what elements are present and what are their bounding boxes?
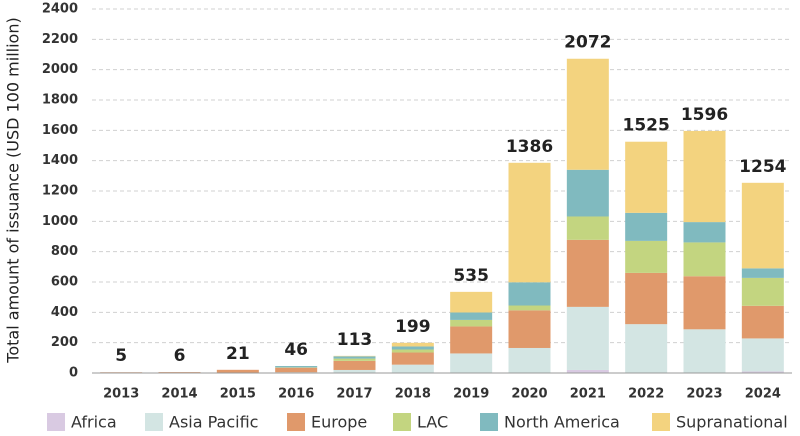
bar-segment — [450, 319, 493, 327]
bar-segment — [508, 282, 551, 306]
bar-segment — [216, 369, 259, 373]
bar-segment — [508, 310, 551, 348]
legend-label: North America — [504, 413, 620, 432]
total-label: 21 — [226, 344, 250, 364]
bar-segment — [275, 367, 318, 373]
legend-swatch — [393, 413, 411, 431]
x-tick-label: 2013 — [103, 387, 139, 402]
y-tick-label: 1800 — [42, 93, 78, 108]
total-label: 1386 — [506, 137, 553, 157]
total-label: 1254 — [739, 157, 786, 177]
bar-segment — [683, 329, 726, 373]
bar-segment — [391, 349, 434, 353]
total-label: 535 — [453, 266, 489, 286]
total-label: 6 — [174, 346, 186, 366]
bar-segment — [566, 369, 609, 373]
total-label: 2072 — [564, 33, 611, 53]
bar-segment — [391, 364, 434, 373]
y-tick-label: 2000 — [42, 62, 78, 77]
legend-swatch — [287, 413, 305, 431]
total-label: 1596 — [681, 105, 728, 125]
total-label: 113 — [337, 330, 373, 350]
x-tick-label: 2021 — [570, 387, 606, 402]
bar-segment — [625, 141, 668, 213]
legend-swatch — [652, 413, 670, 431]
x-tick-label: 2022 — [628, 387, 664, 402]
legend-label: Europe — [311, 413, 367, 432]
bar-segment — [566, 169, 609, 217]
x-tick-label: 2017 — [336, 387, 372, 402]
x-tick-label: 2014 — [161, 387, 197, 402]
legend-label: Asia Pacific — [169, 413, 258, 432]
x-tick-label: 2024 — [745, 387, 781, 402]
bar-segment — [683, 222, 726, 243]
bar-segment — [741, 305, 784, 339]
bar-segment — [625, 324, 668, 373]
bar-segment — [275, 366, 318, 368]
bar-segment — [625, 212, 668, 241]
bar-segment — [333, 360, 376, 370]
bar-segment — [450, 326, 493, 354]
y-tick-label: 2400 — [42, 2, 78, 17]
bar-segment — [566, 58, 609, 170]
legend-label: LAC — [417, 413, 448, 432]
y-tick-label: 800 — [51, 244, 78, 259]
legend-label: Supranational — [676, 413, 788, 432]
bar-segment — [508, 162, 551, 283]
y-tick-label: 0 — [69, 366, 78, 381]
y-tick-label: 1400 — [42, 153, 78, 168]
total-label: 46 — [284, 340, 308, 360]
x-tick-label: 2016 — [278, 387, 314, 402]
y-tick-label: 1000 — [42, 214, 78, 229]
bar-segment — [391, 352, 434, 365]
bar-segment — [508, 347, 551, 373]
bar-segment — [333, 358, 376, 361]
bar-segment — [683, 242, 726, 277]
bar-segment — [683, 130, 726, 223]
bar-segment — [333, 369, 376, 373]
total-label: 5 — [115, 346, 127, 366]
bar-segment — [741, 338, 784, 372]
y-axis-title: Total amount of issuance (USD 100 millio… — [4, 17, 23, 363]
bar-segment — [391, 342, 434, 347]
bar-segment — [741, 277, 784, 306]
bar-segment — [741, 268, 784, 278]
legend-swatch — [480, 413, 498, 431]
bar-segment — [450, 353, 493, 373]
bar-segment — [625, 272, 668, 325]
bar-segment — [566, 306, 609, 370]
bar-segment — [450, 291, 493, 313]
y-tick-label: 200 — [51, 335, 78, 350]
bar-segment — [566, 239, 609, 307]
total-label: 199 — [395, 317, 431, 337]
x-tick-label: 2020 — [511, 387, 547, 402]
total-label: 1525 — [623, 116, 670, 136]
x-tick-label: 2019 — [453, 387, 489, 402]
x-tick-label: 2015 — [220, 387, 256, 402]
legend-swatch — [47, 413, 65, 431]
x-tick-label: 2023 — [686, 387, 722, 402]
bar-segment — [566, 216, 609, 240]
y-tick-label: 400 — [51, 305, 78, 320]
y-tick-label: 1600 — [42, 123, 78, 138]
y-tick-label: 2200 — [42, 32, 78, 47]
bar-segment — [391, 346, 434, 350]
bar-segment — [625, 240, 668, 273]
y-tick-label: 600 — [51, 275, 78, 290]
bar-segment — [450, 312, 493, 320]
bar-segment — [683, 276, 726, 330]
bar-segment — [333, 356, 376, 359]
x-tick-label: 2018 — [395, 387, 431, 402]
y-tick-label: 1200 — [42, 184, 78, 199]
legend-label: Africa — [71, 413, 117, 432]
bar-segment — [741, 182, 784, 269]
bar-segment — [508, 305, 551, 311]
bar-segment — [741, 371, 784, 373]
legend-swatch — [145, 413, 163, 431]
